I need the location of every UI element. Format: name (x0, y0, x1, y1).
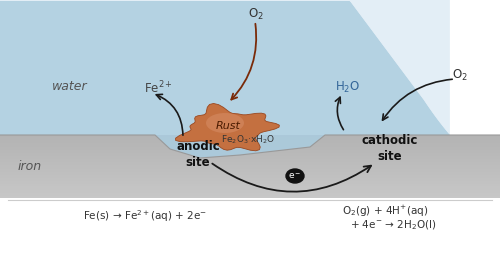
Text: O$_2$: O$_2$ (452, 67, 468, 83)
Text: Rust: Rust (216, 121, 240, 131)
Bar (0, 166, 500, 167)
Bar (0, 184, 500, 185)
Bar (0, 161, 500, 162)
Text: cathodic
site: cathodic site (362, 134, 418, 163)
Bar (0, 195, 500, 196)
Bar (0, 155, 500, 156)
Bar (0, 154, 500, 155)
Bar (0, 139, 500, 140)
Text: e$^-$: e$^-$ (288, 171, 302, 181)
Bar (0, 146, 500, 147)
Bar (0, 148, 500, 149)
Polygon shape (176, 104, 280, 151)
Bar (0, 138, 500, 139)
Bar (0, 178, 500, 179)
Bar (0, 189, 500, 190)
Bar (0, 164, 500, 166)
Bar (0, 147, 500, 148)
Bar (0, 167, 500, 169)
Bar (0, 144, 500, 146)
Bar (0, 160, 500, 161)
Bar (0, 197, 500, 198)
Bar (0, 186, 500, 188)
Polygon shape (0, 1, 450, 158)
Bar (0, 170, 500, 171)
Bar (0, 156, 500, 157)
Bar (0, 159, 500, 160)
Bar (0, 182, 500, 183)
Bar (0, 140, 500, 141)
Bar (0, 188, 500, 189)
Bar (0, 194, 500, 195)
Bar (0, 191, 500, 192)
Bar (0, 152, 500, 153)
Text: Fe(s) → Fe$^{2+}$(aq) + 2e$^{-}$: Fe(s) → Fe$^{2+}$(aq) + 2e$^{-}$ (83, 208, 207, 224)
Text: H$_2$O: H$_2$O (336, 79, 360, 95)
Bar (0, 183, 500, 184)
Text: + 4e$^{-}$ → 2H$_2$O(l): + 4e$^{-}$ → 2H$_2$O(l) (350, 218, 436, 232)
Text: iron: iron (18, 160, 42, 173)
Bar (0, 143, 500, 144)
Polygon shape (0, 0, 450, 135)
Text: O$_2$(g) + 4H$^{+}$(aq): O$_2$(g) + 4H$^{+}$(aq) (342, 204, 428, 218)
Bar (0, 179, 500, 180)
Bar (0, 157, 500, 158)
Bar (0, 196, 500, 197)
Bar (0, 141, 500, 142)
Bar (0, 162, 500, 163)
Bar (0, 158, 500, 159)
Bar (0, 172, 500, 173)
Bar (0, 135, 500, 136)
Text: Fe$^{2+}$: Fe$^{2+}$ (144, 80, 172, 96)
Bar (0, 149, 500, 150)
Bar (0, 177, 500, 178)
Bar (0, 137, 500, 138)
Bar (0, 150, 500, 151)
Bar (0, 151, 500, 152)
Bar (0, 174, 500, 175)
Bar (0, 192, 500, 193)
Bar (0, 193, 500, 194)
Bar (0, 163, 500, 164)
Bar (0, 181, 500, 182)
Bar (0, 153, 500, 154)
Bar (0, 171, 500, 172)
Bar (0, 142, 500, 143)
Text: O$_2$: O$_2$ (248, 7, 264, 22)
Bar (0, 173, 500, 174)
Ellipse shape (206, 113, 244, 133)
Bar (0, 169, 500, 170)
Ellipse shape (286, 169, 304, 183)
Bar (0, 190, 500, 191)
Bar (0, 176, 500, 177)
Bar (0, 185, 500, 186)
Text: water: water (52, 79, 88, 92)
Bar (0, 175, 500, 176)
Text: anodic
site: anodic site (176, 140, 220, 169)
Bar (0, 180, 500, 181)
Bar (0, 136, 500, 137)
Text: Fe$_2$O$_3$·xH$_2$O: Fe$_2$O$_3$·xH$_2$O (221, 134, 275, 146)
